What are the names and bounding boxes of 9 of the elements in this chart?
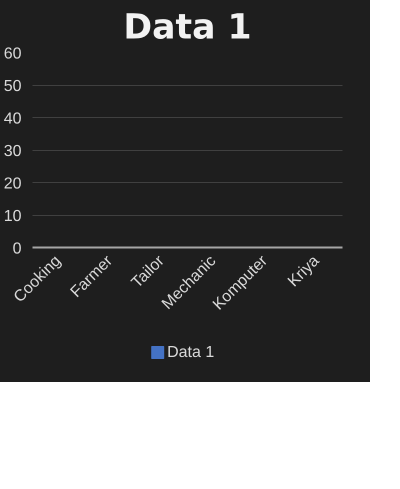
chart-title: Data 1 [123, 8, 252, 48]
y-tick-label: 10 [4, 208, 22, 225]
y-tick-label: 40 [4, 110, 22, 128]
y-tick-label: 0 [12, 240, 22, 258]
y-tick-label: 20 [4, 176, 22, 192]
y-tick-label: 50 [4, 78, 22, 95]
y-tick-label: 30 [4, 143, 22, 160]
y-tick-label: 60 [4, 46, 22, 62]
legend-label: Data 1 [167, 344, 214, 361]
